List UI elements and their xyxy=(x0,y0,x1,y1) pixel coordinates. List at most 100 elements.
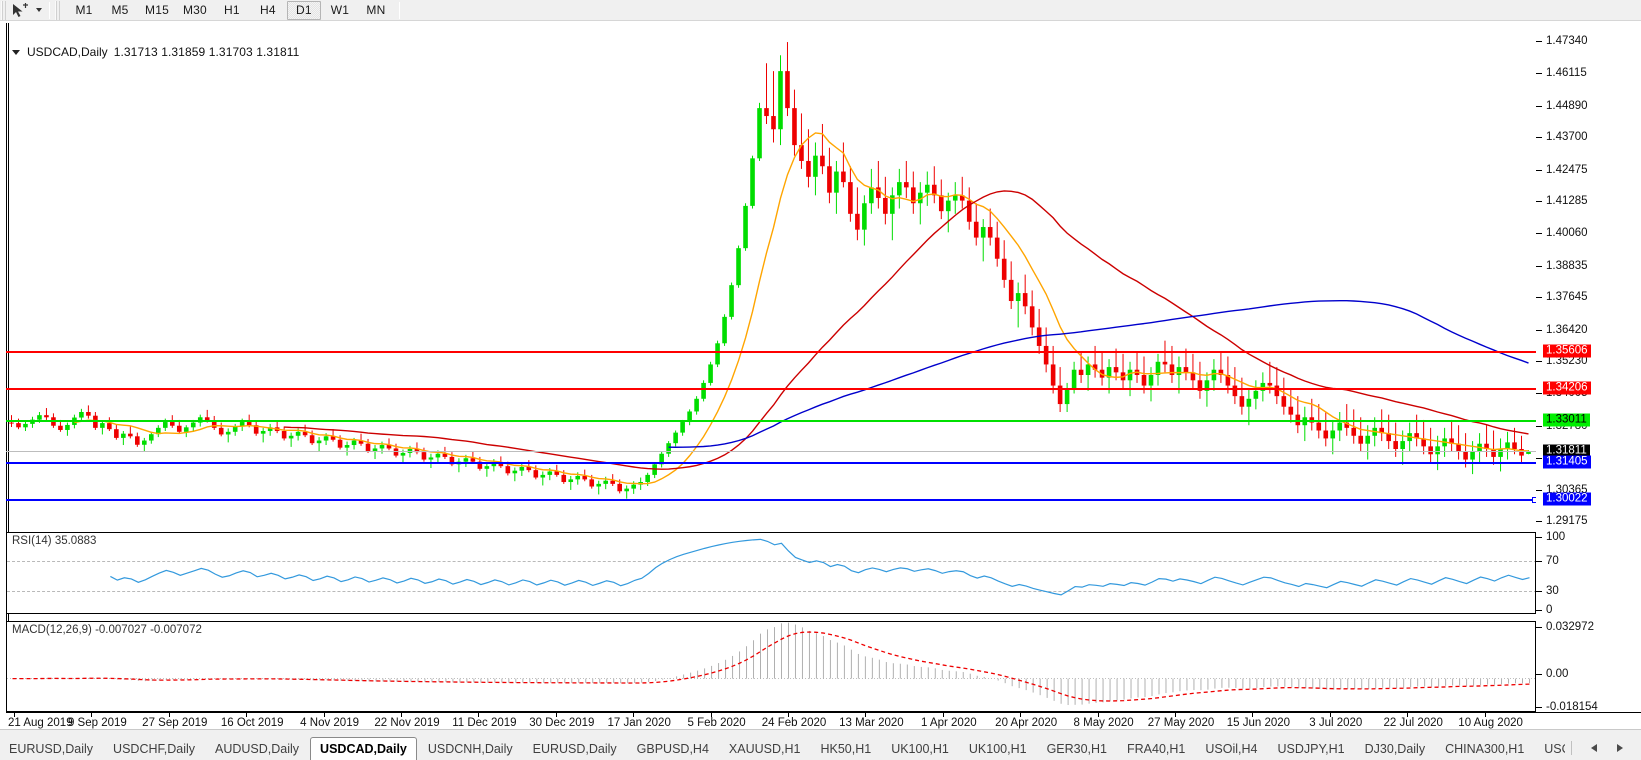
rsi-tick-label: 100 xyxy=(1546,531,1566,543)
last-price-line[interactable] xyxy=(6,451,1536,453)
cursor-tool-dropdown[interactable] xyxy=(32,1,45,20)
price-level-label-1.34206[interactable]: 1.34206 xyxy=(1543,381,1591,395)
chart-tab-ger30-h1[interactable]: GER30,H1 xyxy=(1046,742,1108,756)
price-pane[interactable] xyxy=(6,23,1536,528)
price-tick-mark xyxy=(1536,297,1542,299)
price-tick-mark xyxy=(1536,73,1542,75)
chart-tab-usdcad-daily[interactable]: USDCAD,Daily xyxy=(310,737,417,760)
chart-tab-usoil-h4[interactable]: USOil,H4 xyxy=(1205,742,1258,756)
chart-tab-eurusd-daily[interactable]: EURUSD,Daily xyxy=(9,742,94,756)
price-scale[interactable] xyxy=(1536,21,1641,712)
triangle-down-icon[interactable] xyxy=(12,49,20,55)
timeframe-group: M1 M5 M15 M30 H1 H4 D1 W1 MN xyxy=(67,0,393,20)
rsi-line xyxy=(110,538,1530,596)
time-tick-label: 5 Feb 2020 xyxy=(687,717,746,729)
macd-tick-label: 0.032972 xyxy=(1546,621,1594,633)
chart-left-border xyxy=(6,23,9,712)
tab-nav-separator xyxy=(1571,741,1572,755)
price-tick-label: 1.35230 xyxy=(1546,355,1588,367)
rsi-label: RSI(14) 35.0883 xyxy=(12,535,97,547)
chart-tab-usoil-h1[interactable]: USOil,H1 xyxy=(1544,742,1565,756)
timeframe-d1[interactable]: D1 xyxy=(286,0,321,20)
chart-tab-eurusd-daily[interactable]: EURUSD,Daily xyxy=(532,742,617,756)
time-tick-label: 30 Dec 2019 xyxy=(529,717,595,729)
resistance-line-2[interactable] xyxy=(6,388,1536,391)
resistance-line-1[interactable] xyxy=(6,351,1536,354)
rsi-tick-label: 30 xyxy=(1546,585,1559,597)
triangle-left-icon[interactable] xyxy=(1591,744,1597,752)
chart-tab-usdjpy-h1[interactable]: USDJPY,H1 xyxy=(1277,742,1345,756)
time-tick-label: 17 Jan 2020 xyxy=(607,717,671,729)
timeframe-m30[interactable]: M30 xyxy=(182,3,207,17)
time-tick-mark xyxy=(246,713,248,717)
rsi-pane[interactable]: RSI(14) 35.0883 xyxy=(6,532,1536,614)
chart-tab-gbpusd-h4[interactable]: GBPUSD,H4 xyxy=(636,742,709,756)
chart-tab-fra40-h1[interactable]: FRA40,H1 xyxy=(1127,742,1186,756)
time-tick-mark xyxy=(633,713,635,717)
rsi-pane-canvas xyxy=(7,533,1535,613)
timeframe-h1[interactable]: H1 xyxy=(224,3,240,17)
price-tick-label: 1.46115 xyxy=(1546,67,1587,80)
macd-label: MACD(12,26,9) -0.007027 -0.007072 xyxy=(12,624,202,636)
timeframe-h4[interactable]: H4 xyxy=(260,3,276,17)
price-tick-label: 1.40060 xyxy=(1546,227,1588,240)
price-level-label-1.33011[interactable]: 1.33011 xyxy=(1543,413,1590,427)
time-tick-mark xyxy=(942,713,944,717)
chart-tab-china300-h1[interactable]: CHINA300,H1 xyxy=(1445,742,1525,756)
chart-tab-dj30-daily[interactable]: DJ30,Daily xyxy=(1364,742,1426,756)
price-tick-mark xyxy=(1536,169,1542,171)
price-tick-mark xyxy=(1536,425,1542,427)
crosshair-cursor-icon[interactable] xyxy=(10,1,32,20)
price-level-label-1.31811[interactable]: 1.31811 xyxy=(1543,444,1590,458)
line-anchor-handle[interactable] xyxy=(1532,496,1536,503)
timeframe-m1[interactable]: M1 xyxy=(75,3,93,17)
macd-pane-canvas xyxy=(7,622,1535,711)
chart-tab-usdchf-daily[interactable]: USDCHF,Daily xyxy=(113,742,195,756)
rsi-level-70 xyxy=(7,561,1535,562)
triangle-right-icon[interactable] xyxy=(1617,744,1623,752)
price-level-label-1.30022[interactable]: 1.30022 xyxy=(1543,492,1591,506)
price-level-label-1.31405[interactable]: 1.31405 xyxy=(1543,455,1591,469)
time-tick-label: 21 Aug 2019 xyxy=(8,717,73,729)
symbol-ohlc-values: 1.31713 1.31859 1.31703 1.31811 xyxy=(113,45,300,59)
macd-tick-mark xyxy=(1536,627,1542,628)
toolbar-drag-handle[interactable] xyxy=(1,0,8,20)
timeframe-mn[interactable]: MN xyxy=(366,3,386,17)
price-tick-label: 1.37645 xyxy=(1546,291,1588,304)
chart-tab-xauusd-h1[interactable]: XAUUSD,H1 xyxy=(728,742,801,756)
price-tick-label: 1.41285 xyxy=(1546,195,1588,207)
time-tick-label: 24 Feb 2020 xyxy=(761,717,827,729)
price-tick-mark xyxy=(1536,233,1542,235)
time-tick-mark xyxy=(401,713,402,717)
timeframe-w1[interactable]: W1 xyxy=(330,3,350,17)
macd-pane[interactable]: MACD(12,26,9) -0.007027 -0.007072 xyxy=(6,621,1536,712)
rsi-tick-mark xyxy=(1536,591,1542,592)
time-tick-label: 1 Apr 2020 xyxy=(920,717,977,729)
time-tick-label: 15 Jun 2020 xyxy=(1226,717,1291,729)
time-tick-label: 22 Nov 2019 xyxy=(374,717,440,729)
chart-tab-audusd-daily[interactable]: AUDUSD,Daily xyxy=(215,742,300,756)
price-tick-mark xyxy=(1536,265,1542,267)
macd-tick-label: -0.018154 xyxy=(1546,701,1598,713)
chart-tab-uk100-h1[interactable]: UK100,H1 xyxy=(968,742,1027,756)
price-level-label-1.35606[interactable]: 1.35606 xyxy=(1543,344,1591,358)
timeframe-drag-handle[interactable] xyxy=(55,0,62,20)
macd-chart xyxy=(7,622,1535,706)
price-tick-mark xyxy=(1536,458,1542,460)
chart-tab-hk50-h1[interactable]: HK50,H1 xyxy=(820,742,872,756)
price-tick-label: 1.47340 xyxy=(1546,35,1588,47)
pivot-line[interactable] xyxy=(6,419,1536,422)
support-line-1[interactable] xyxy=(6,462,1536,465)
timeframe-m5[interactable]: M5 xyxy=(111,3,129,17)
time-tick-mark xyxy=(1175,713,1176,717)
support-line-2[interactable] xyxy=(6,496,1536,503)
time-tick-label: 16 Oct 2019 xyxy=(220,717,284,729)
price-pane-canvas xyxy=(6,23,1536,528)
chart-tab-usdcnh-daily[interactable]: USDCNH,Daily xyxy=(427,742,513,756)
chart-tab-uk100-h1[interactable]: UK100,H1 xyxy=(891,742,949,756)
time-axis[interactable]: 21 Aug 2019 9 Sep 2019 27 Sep 2019 16 Oct 2… xyxy=(6,712,1641,732)
price-tick-mark xyxy=(1536,329,1542,331)
time-tick-label: 13 Mar 2020 xyxy=(839,717,904,729)
time-tick-mark xyxy=(1097,713,1099,717)
timeframe-m15[interactable]: M15 xyxy=(145,3,169,17)
